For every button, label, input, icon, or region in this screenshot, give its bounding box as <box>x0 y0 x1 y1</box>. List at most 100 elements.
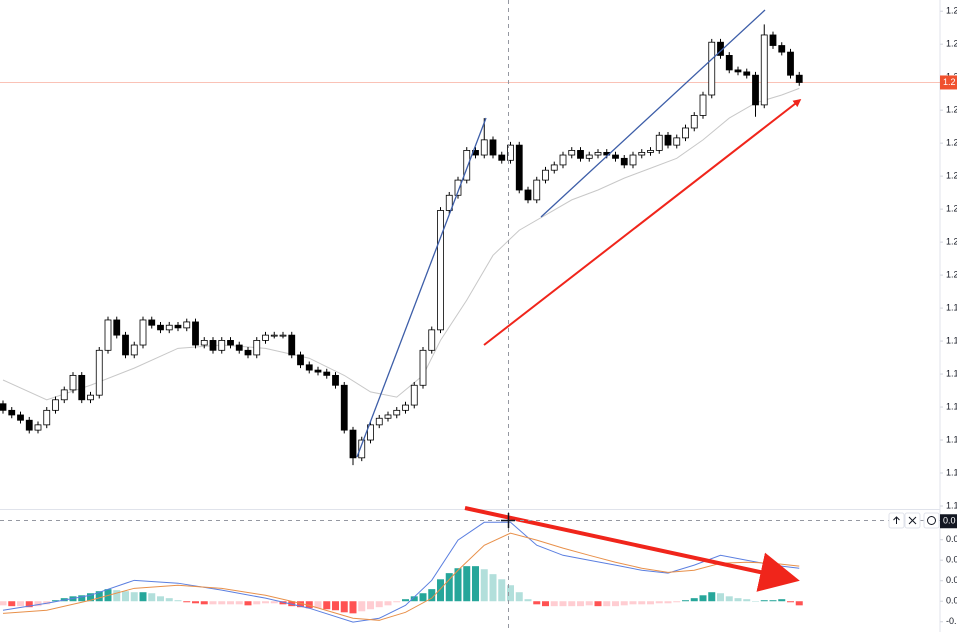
pane-buttons[interactable] <box>888 512 940 529</box>
histogram-bar <box>34 601 42 607</box>
histogram-bar <box>410 596 418 602</box>
y-tick-label: 1.2 <box>946 236 957 246</box>
histogram-bar <box>428 589 436 602</box>
y-tick-label: 0.0 <box>946 575 957 585</box>
histogram-bar <box>673 601 681 603</box>
y-tick-label: 1.1 <box>946 335 957 345</box>
candle-body <box>104 319 112 351</box>
histogram-bar <box>148 593 156 602</box>
histogram-bar <box>200 601 208 605</box>
histogram-bar <box>568 601 576 607</box>
histogram-bar <box>314 601 322 609</box>
candle-body <box>533 179 541 201</box>
candle-body <box>743 71 751 76</box>
candle-body <box>655 134 663 151</box>
histogram-bar <box>594 601 602 607</box>
histogram-bar <box>367 601 374 610</box>
candle-body <box>288 334 296 356</box>
candle-body <box>550 164 558 171</box>
histogram-bar <box>498 579 506 602</box>
trend-line <box>540 9 766 218</box>
histogram-bar <box>787 601 794 603</box>
candle-body <box>323 371 331 376</box>
histogram-bar <box>209 601 217 605</box>
histogram-bar <box>349 601 357 614</box>
histogram-bar <box>690 598 698 602</box>
candle-body <box>183 321 191 329</box>
histogram-bar <box>550 601 558 607</box>
histogram-bar <box>699 595 707 602</box>
settings-button[interactable] <box>923 512 940 529</box>
histogram-bar <box>620 601 628 606</box>
candle-body <box>122 334 129 356</box>
histogram-bar <box>533 601 541 605</box>
histogram-bar <box>507 585 514 602</box>
histogram-bar <box>78 595 86 602</box>
candle-body <box>620 157 628 166</box>
histogram-bar <box>795 601 803 606</box>
trend-line <box>356 117 487 458</box>
candle-body <box>52 399 59 411</box>
histogram-bar <box>227 601 234 605</box>
histogram-bar <box>603 601 611 607</box>
moving-average <box>2 87 800 401</box>
histogram-bar <box>524 599 532 602</box>
candle-body <box>43 409 51 426</box>
candle-body <box>734 69 742 73</box>
histogram-bar <box>559 601 567 607</box>
candle-body <box>690 115 698 129</box>
y-tick-label: 1.1 <box>946 467 957 477</box>
arrow <box>483 99 802 346</box>
y-tick-label: 1.2 <box>946 6 957 16</box>
histogram-bar <box>655 601 663 604</box>
histogram-bar <box>769 600 777 602</box>
y-tick-label: 1.1 <box>946 434 957 444</box>
histogram-bar <box>113 590 121 602</box>
histogram-bar <box>332 601 339 611</box>
y-tick-label: 1.1 <box>946 302 957 312</box>
candle-body <box>402 404 409 411</box>
y-tick-label: 0.0 <box>946 555 957 565</box>
candle-body <box>17 414 24 421</box>
candle-body <box>78 374 86 401</box>
candle-body <box>752 74 759 106</box>
histogram-bar <box>244 601 252 606</box>
histogram-bar <box>647 601 654 605</box>
y-tick-label: 0.0 <box>946 596 957 606</box>
candle-body <box>760 34 768 106</box>
candle-body <box>69 374 77 391</box>
histogram-bar <box>489 574 497 602</box>
candle-body <box>218 340 226 351</box>
indicator-line <box>2 532 800 621</box>
candle-body <box>612 154 619 159</box>
y-tick-label: 1.2 <box>946 171 957 181</box>
histogram-bar <box>734 598 742 602</box>
histogram-bar <box>253 601 261 605</box>
y-tick-label: -0. <box>946 616 957 626</box>
histogram-bar <box>472 566 479 602</box>
candle-body <box>795 74 803 83</box>
histogram-bar <box>262 601 269 604</box>
candle-body <box>769 34 777 46</box>
histogram-bar <box>95 591 103 602</box>
histogram-bar <box>305 601 313 609</box>
y-tick-label: 1.1 <box>946 368 957 378</box>
histogram-bar <box>463 566 471 602</box>
candle-body <box>87 394 94 401</box>
histogram-bar <box>419 593 427 602</box>
candle-body <box>349 429 357 459</box>
crosshair-cursor <box>501 513 515 528</box>
histogram-bar <box>577 601 584 607</box>
y-tick-label: 1.1 <box>946 401 957 411</box>
price-label: 1.2 <box>943 77 956 87</box>
candle-body <box>25 419 33 431</box>
histogram-bar <box>638 601 646 605</box>
price-label-box <box>940 75 957 90</box>
candle-body <box>332 374 339 386</box>
candle-body <box>778 45 786 53</box>
candle-body <box>384 414 392 419</box>
indicator-line <box>2 521 800 623</box>
candle-body <box>262 334 269 341</box>
